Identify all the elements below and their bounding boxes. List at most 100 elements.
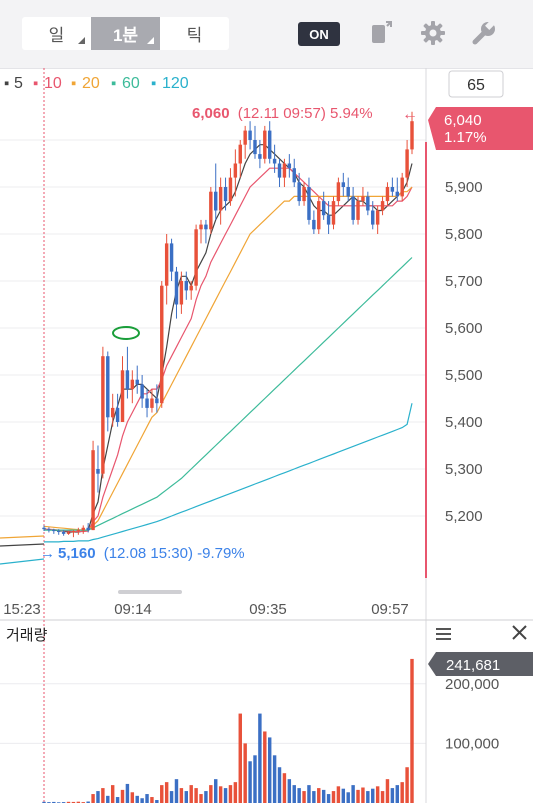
- horizontal-scrollbar[interactable]: [118, 590, 182, 594]
- ma-line-60: [44, 257, 413, 531]
- volume-bar: [405, 767, 409, 803]
- volume-bar: [71, 801, 76, 803]
- volume-bar: [331, 791, 336, 803]
- candle-body: [194, 229, 198, 286]
- volume-bar: [160, 785, 164, 803]
- candle-body: [145, 398, 149, 408]
- candle-body: [61, 531, 66, 534]
- volume-bar: [76, 801, 81, 803]
- drawn-ellipse-marker[interactable]: [112, 326, 140, 340]
- volume-bar: [194, 788, 198, 803]
- candle-body: [86, 527, 90, 531]
- volume-bar: [238, 713, 242, 803]
- candle-body: [66, 532, 71, 534]
- volume-bar: [169, 791, 174, 803]
- volume-bar: [164, 782, 169, 803]
- candle-body: [101, 356, 105, 474]
- volume-bar: [272, 755, 277, 803]
- candle-body: [405, 149, 409, 178]
- candle-body: [243, 130, 247, 145]
- volume-title: 거래량: [6, 627, 48, 644]
- current-volume-value: 241,681: [446, 657, 500, 674]
- volume-bar: [282, 773, 287, 803]
- period-1min-button[interactable]: 1분: [91, 17, 160, 50]
- wrench-icon[interactable]: [469, 18, 499, 48]
- candle-body: [140, 384, 144, 399]
- candle-body: [390, 187, 395, 192]
- volume-bar: [277, 767, 282, 803]
- candle-body: [233, 163, 238, 178]
- legend-swatch-5: ▪: [4, 75, 9, 92]
- candle-body: [321, 201, 326, 216]
- high-detail-label: (12.11 09:57) 5.94%: [238, 105, 373, 122]
- current-price-value: 6,040: [444, 112, 482, 129]
- rotate-screen-icon[interactable]: [366, 18, 396, 48]
- high-annotation: 6,060 (12.11 09:57) 5.94% ←: [192, 105, 418, 123]
- period-1min-corner-icon: [147, 37, 154, 44]
- candle-body: [380, 201, 385, 211]
- volume-bar: [150, 797, 154, 803]
- volume-bar: [101, 788, 105, 803]
- candle-body: [238, 144, 242, 164]
- candle-body: [164, 243, 169, 286]
- candle-body: [106, 356, 110, 418]
- volume-bar: [267, 737, 272, 803]
- candle-body: [336, 182, 341, 202]
- current-volume-tag-shape: [428, 652, 533, 676]
- volume-bar: [258, 713, 262, 803]
- volume-bar: [297, 788, 301, 803]
- candle-body: [297, 182, 301, 202]
- candle-body: [400, 177, 404, 197]
- candle-body: [356, 201, 360, 220]
- candle-body: [199, 224, 203, 230]
- on-toggle-button[interactable]: ON: [298, 22, 340, 46]
- candle-body: [204, 224, 208, 230]
- hamburger-menu-icon[interactable]: [436, 628, 451, 640]
- candle-body: [218, 187, 223, 211]
- price-y-axis: 5,200 5,300 5,400 5,500 5,600 5,700 5,800 5,900…: [445, 132, 483, 525]
- candle-body: [317, 201, 321, 230]
- period-tick-button[interactable]: 틱: [160, 17, 229, 50]
- candle-body: [228, 177, 233, 202]
- volume-bar: [321, 789, 326, 803]
- volume-grid: [0, 683, 426, 744]
- volume-bar: [233, 782, 238, 803]
- volume-bar: [145, 794, 149, 803]
- volume-series: [42, 658, 414, 803]
- volume-bar: [52, 801, 56, 803]
- price-chart[interactable]: 5,200 5,300 5,400 5,500 5,600 5,700 5,800 5,900…: [0, 68, 533, 803]
- volume-bar: [189, 785, 193, 803]
- candle-body: [307, 187, 311, 220]
- period-day-button[interactable]: 일: [22, 17, 91, 50]
- current-price-tag: 6,040 1.17%: [428, 107, 533, 150]
- candle-body: [385, 187, 390, 202]
- volume-bar: [287, 779, 292, 803]
- legend-swatch-10: ▪: [33, 75, 38, 92]
- gear-icon[interactable]: [418, 18, 448, 48]
- legend-label-120: 120: [162, 75, 189, 92]
- legend-label-60: 60: [122, 75, 140, 92]
- ma-line-5: [43, 144, 413, 533]
- ma-line-5-prev: [0, 543, 45, 547]
- candle-body: [312, 219, 316, 230]
- candle-body: [135, 379, 139, 385]
- volume-tick-label: 100,000: [445, 735, 499, 752]
- volume-bar: [371, 788, 375, 803]
- volume-bar: [130, 792, 135, 803]
- candle-body: [81, 527, 85, 531]
- volume-bar: [106, 795, 110, 803]
- low-arrow-icon: →: [40, 545, 55, 562]
- volume-bar: [248, 761, 252, 803]
- close-icon[interactable]: [512, 625, 527, 640]
- volume-bar: [385, 779, 390, 803]
- price-tick-label: 5,300: [445, 461, 483, 478]
- candle-body: [287, 163, 292, 169]
- candle-body: [375, 210, 380, 225]
- volume-bar: [351, 785, 355, 803]
- candle-body: [71, 531, 76, 533]
- candle-count-box[interactable]: [448, 70, 504, 98]
- moving-average-lines: [0, 144, 413, 565]
- legend-label-20: 20: [82, 75, 100, 92]
- candle-body: [253, 140, 257, 155]
- ma-line-120-prev: [0, 558, 45, 565]
